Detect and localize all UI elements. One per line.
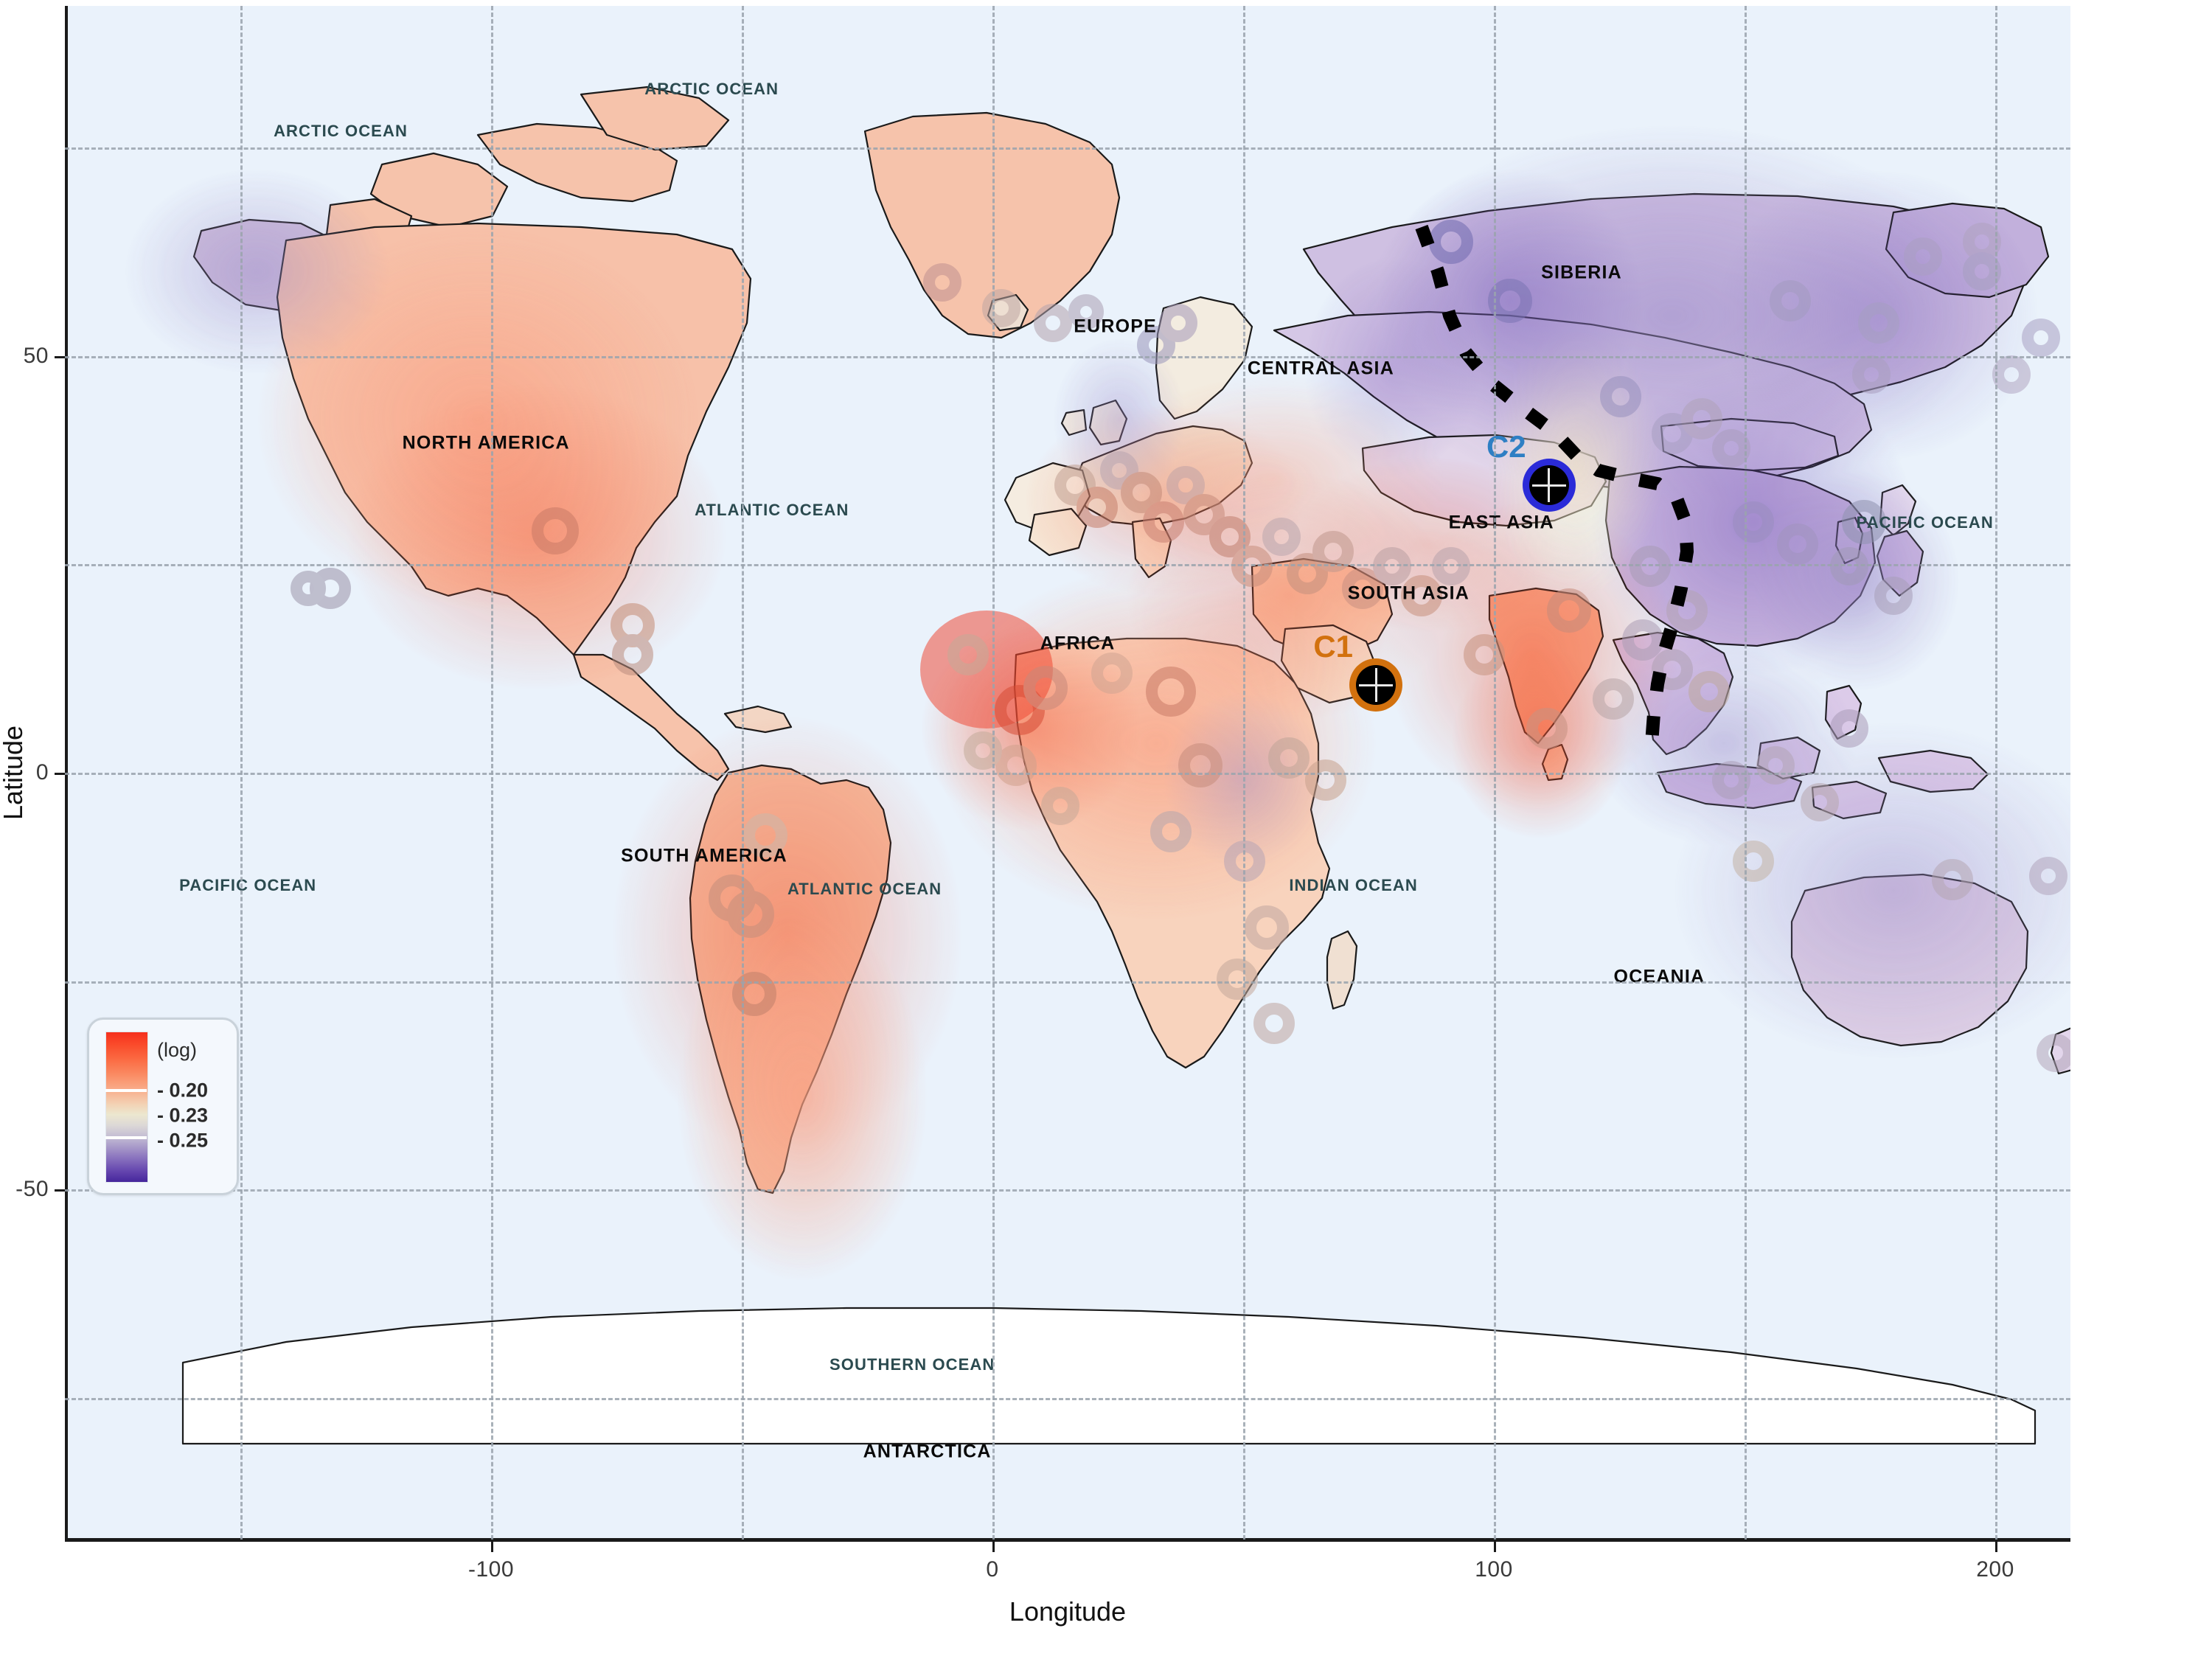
colorbar-title: (log) [157, 1039, 198, 1061]
crosshair-circle-icon [1356, 665, 1397, 706]
x-tick [491, 1542, 493, 1552]
x-tick-label: 200 [1976, 1557, 2014, 1582]
colorbar-label-025: - 0.25 [157, 1129, 209, 1152]
gridline-horizontal [65, 355, 2070, 358]
colorbar-tick-0 [105, 1089, 147, 1092]
cluster-marker-c1[interactable] [1356, 665, 1397, 706]
colorbar-label-023: - 0.23 [157, 1104, 209, 1127]
cluster-label-c2: C2 [1486, 429, 1526, 464]
colorbar-gradient [105, 1032, 148, 1183]
data-point-rings [291, 220, 2070, 1072]
gridline-horizontal [65, 564, 2070, 567]
y-tick-label: 50 [23, 343, 49, 368]
axis-spine-bottom [65, 1538, 2070, 1542]
gridline-horizontal [65, 773, 2070, 775]
y-tick-label: 0 [35, 760, 49, 785]
y-tick [55, 773, 65, 775]
y-tick-label: -50 [15, 1177, 49, 1202]
gridline-horizontal [65, 1189, 2070, 1192]
x-tick-label: 0 [986, 1557, 999, 1582]
y-axis-label: Latitude [0, 725, 28, 821]
gridline-horizontal [65, 1397, 2070, 1400]
crosshair-circle-icon [1528, 465, 1569, 505]
gridline-horizontal [65, 147, 2070, 150]
gridline-horizontal [65, 981, 2070, 984]
cluster-marker-c2[interactable] [1528, 465, 1569, 505]
y-tick [55, 1189, 65, 1192]
x-tick [1995, 1542, 1997, 1552]
x-tick [992, 1542, 995, 1552]
x-tick-label: 100 [1475, 1557, 1513, 1582]
y-tick [55, 355, 65, 358]
cluster-label-c1: C1 [1313, 629, 1354, 664]
colorbar-tick-1 [105, 1136, 147, 1139]
x-tick-label: -100 [467, 1557, 515, 1582]
colorbar-legend: (log) - 0.20 - 0.23 - 0.25 [87, 1018, 239, 1195]
x-tick [1494, 1542, 1496, 1552]
x-axis-label: Longitude [1009, 1596, 1127, 1627]
colorbar-label-020: - 0.20 [157, 1079, 209, 1102]
